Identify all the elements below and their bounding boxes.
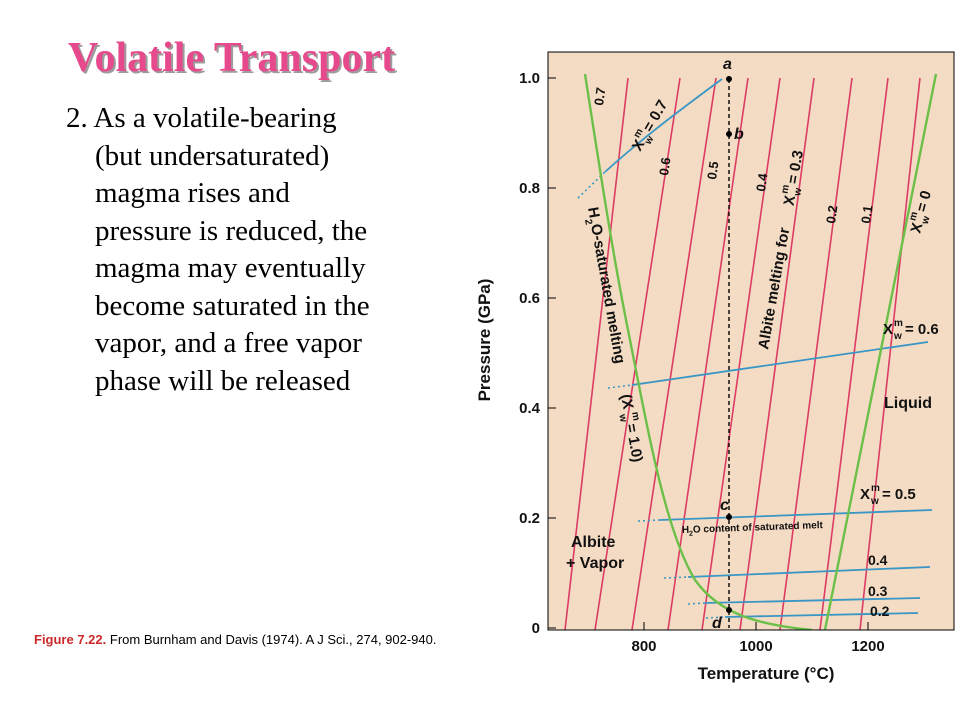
x-tick-label: 800 — [631, 638, 656, 655]
water-content-ext-06 — [607, 384, 633, 389]
point-label-b: b — [734, 126, 744, 143]
svg-text:2: 2 — [582, 218, 594, 226]
y-tick-label: 0.6 — [519, 290, 540, 307]
figure-caption-label: Figure 7.22. — [34, 632, 107, 647]
isopleth-line-055 — [631, 77, 717, 630]
plot-frame — [547, 51, 955, 631]
water-content-ext-04 — [663, 576, 689, 579]
svg-text:m: m — [629, 411, 641, 422]
isopleth-line-02 — [819, 77, 889, 630]
svg-text:(X: (X — [617, 393, 636, 411]
figure-caption: Figure 7.22. From Burnham and Davis (197… — [34, 630, 474, 649]
svg-text:H: H — [682, 525, 690, 536]
isopleth-label-02: 0.2 — [823, 204, 840, 224]
y-tick-label: 1.0 — [519, 70, 540, 87]
svg-text:X: X — [860, 486, 870, 503]
body-line: magma may eventually — [95, 252, 366, 284]
body-line: magma rises and — [95, 177, 290, 209]
isopleth-line-01 — [859, 77, 921, 630]
body-line: (but undersaturated) — [95, 139, 330, 172]
x-tick-label: 1200 — [851, 638, 884, 655]
body-line: pressure is reduced, the — [95, 214, 368, 247]
svg-text:2: 2 — [689, 531, 693, 538]
body-line: vapor, and a free vapor — [95, 327, 362, 359]
label-xw-05: X m w = 0.5 — [860, 483, 916, 507]
water-content-label-03: 0.3 — [868, 583, 888, 599]
svg-text:w: w — [920, 215, 933, 227]
isopleth-label-07: 0.7 — [591, 86, 608, 106]
isopleth-label-06: 0.6 — [656, 156, 673, 176]
point-label-a: a — [723, 56, 732, 73]
field-label-vapor: + Vapor — [566, 555, 624, 572]
water-content-line-03 — [704, 597, 921, 604]
svg-text:= 0.5: = 0.5 — [882, 486, 916, 503]
isopleth-line-04 — [739, 77, 815, 630]
svg-text:m: m — [894, 318, 903, 329]
diagram-background — [548, 52, 954, 630]
isopleth-line-03 — [779, 77, 853, 630]
y-tick-label: 0 — [532, 620, 540, 637]
body-paragraph: 2. As a volatile-bearing (but undersatur… — [66, 100, 466, 400]
svg-text:w: w — [616, 412, 628, 423]
y-tick-label: 0.4 — [519, 400, 541, 417]
water-content-line-07 — [604, 78, 723, 173]
svg-text:H: H — [584, 206, 603, 220]
point-marker-c — [726, 514, 732, 520]
body-line: 2. As a volatile-bearing — [66, 102, 337, 134]
point-label-c: c — [720, 497, 729, 514]
svg-text:w: w — [893, 331, 902, 342]
figure-caption-text: From Burnham and Davis (1974). A J Sci.,… — [109, 632, 437, 647]
svg-text:m: m — [780, 184, 792, 195]
label-xw-0: X m w = 0 — [907, 189, 935, 235]
dry-solidus-line — [823, 73, 938, 630]
point-marker-d — [726, 607, 732, 613]
svg-text:w: w — [870, 496, 879, 507]
body-line: become saturated in the — [95, 289, 370, 322]
y-tick-label: 0.8 — [519, 180, 540, 197]
isopleth-label-05: 0.5 — [704, 160, 721, 180]
svg-text:X: X — [883, 321, 893, 338]
water-content-line-02 — [724, 612, 919, 618]
isopleth-line-05 — [667, 77, 749, 630]
water-content-line-04 — [687, 566, 931, 578]
x-axis-title: Temperature (°C) — [698, 664, 835, 683]
svg-text:= 0.3: = 0.3 — [784, 149, 807, 185]
svg-text:X: X — [781, 194, 799, 207]
isopleth-line-045 — [701, 77, 781, 630]
isopleth-label-01: 0.1 — [858, 204, 875, 224]
point-marker-b — [726, 131, 732, 137]
water-content-ext-02 — [705, 616, 726, 619]
point-marker-a — [726, 76, 732, 82]
svg-text:= 1.0): = 1.0) — [622, 422, 645, 463]
label-xw-06: X m w = 0.6 — [883, 318, 939, 342]
water-content-line-05 — [659, 509, 933, 521]
svg-text:X: X — [907, 221, 926, 235]
isopleth-line-07 — [564, 77, 629, 630]
field-label-albite: Albite — [571, 534, 616, 551]
isopleth-label-04: 0.4 — [753, 172, 770, 193]
y-axis-title: Pressure (GPa) — [475, 279, 494, 402]
svg-text:m: m — [871, 483, 880, 494]
slide-title: Volatile Transport — [68, 35, 396, 81]
body-line: phase will be released — [95, 364, 351, 397]
svg-text:= 0: = 0 — [913, 189, 935, 214]
water-content-label-02: 0.2 — [870, 603, 890, 619]
water-content-ext-05 — [637, 519, 661, 522]
y-tick-label: 0.2 — [519, 510, 540, 527]
field-label-liquid: Liquid — [884, 395, 932, 412]
label-h2o-content: H 2 O content of saturated melt — [682, 520, 824, 538]
svg-text:m: m — [907, 211, 920, 223]
svg-text:O content of saturated melt: O content of saturated melt — [693, 520, 824, 536]
point-label-d: d — [712, 615, 723, 632]
water-content-label-04: 0.4 — [868, 552, 888, 568]
svg-text:= 0.6: = 0.6 — [905, 321, 939, 338]
isopleth-line-06 — [594, 77, 681, 630]
svg-text:w: w — [792, 187, 804, 198]
water-content-line-06 — [631, 341, 929, 386]
x-tick-label: 1000 — [739, 638, 772, 655]
